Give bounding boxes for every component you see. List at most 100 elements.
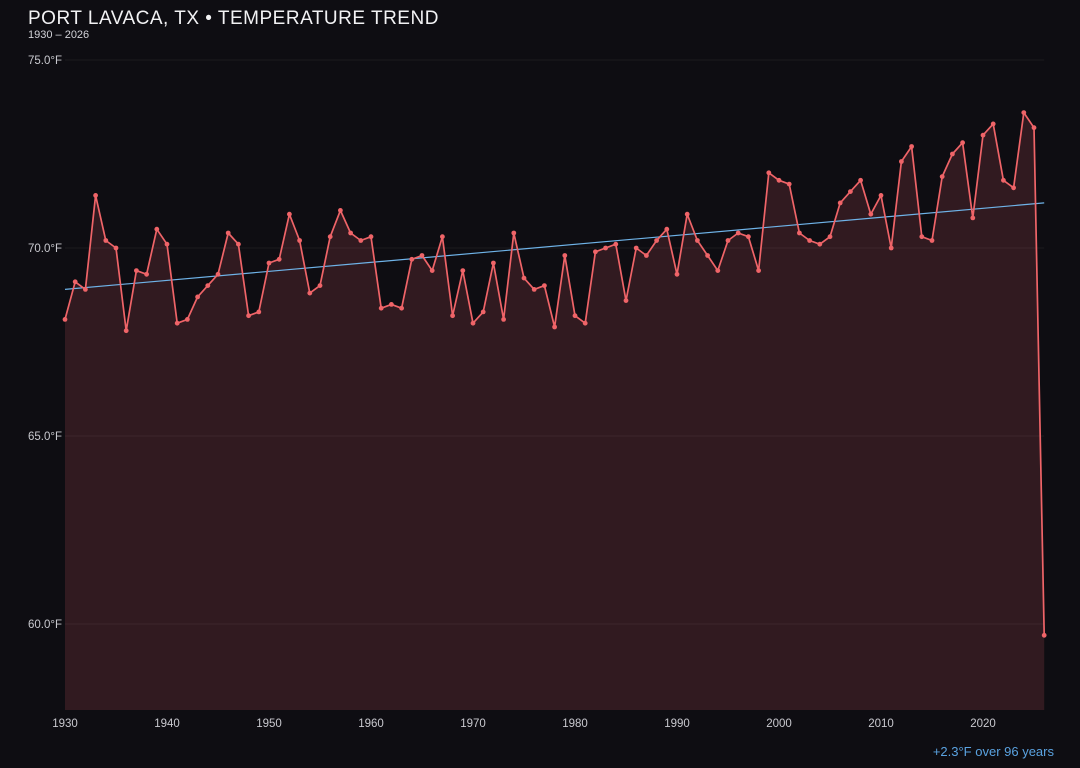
data-point xyxy=(715,268,721,273)
data-point xyxy=(450,313,455,319)
x-axis-label: 1960 xyxy=(358,718,384,730)
data-points xyxy=(62,110,1047,638)
data-point xyxy=(225,230,231,236)
data-point xyxy=(215,271,221,277)
data-point xyxy=(317,283,323,288)
data-point xyxy=(1011,185,1016,191)
data-point xyxy=(144,271,150,277)
data-point xyxy=(970,215,976,221)
data-point xyxy=(603,245,608,251)
data-point xyxy=(888,245,894,251)
data-point xyxy=(1001,177,1006,183)
data-point xyxy=(633,245,639,251)
data-point xyxy=(72,279,78,285)
data-point xyxy=(695,238,700,243)
x-axis-label: 1930 xyxy=(52,718,78,730)
temperature-area-fill xyxy=(65,112,1045,711)
x-axis-label: 1940 xyxy=(154,718,180,730)
data-point xyxy=(1031,125,1037,131)
data-point xyxy=(1041,632,1047,638)
data-point xyxy=(848,189,853,195)
data-point xyxy=(440,234,445,240)
data-point xyxy=(654,238,659,243)
data-point xyxy=(93,193,98,198)
data-point xyxy=(460,268,466,273)
data-point xyxy=(756,268,761,273)
y-gridlines xyxy=(65,59,1045,625)
data-point xyxy=(307,290,313,296)
data-point xyxy=(378,305,384,311)
data-point xyxy=(327,234,333,240)
data-point xyxy=(480,309,486,315)
data-point xyxy=(195,294,201,300)
data-point xyxy=(929,238,935,243)
data-point xyxy=(399,305,404,311)
data-point xyxy=(562,253,568,258)
data-point xyxy=(470,320,476,326)
data-point xyxy=(491,260,496,266)
data-point xyxy=(154,226,160,232)
data-point xyxy=(266,260,272,266)
data-point xyxy=(797,230,802,236)
data-point xyxy=(623,298,629,303)
data-point xyxy=(684,211,690,217)
data-point xyxy=(236,241,241,247)
data-point xyxy=(807,238,812,243)
data-point xyxy=(134,268,139,273)
data-point xyxy=(174,320,180,326)
data-point xyxy=(827,234,833,240)
trend-line xyxy=(64,202,1045,290)
data-point xyxy=(868,211,874,217)
data-point xyxy=(990,121,996,127)
data-point xyxy=(878,193,884,198)
data-point xyxy=(338,208,343,213)
data-point xyxy=(837,200,843,206)
chart-title: PORT LAVACA, TX • TEMPERATURE TREND xyxy=(28,8,439,29)
data-point xyxy=(572,313,578,319)
data-point xyxy=(725,238,731,243)
data-point xyxy=(511,230,517,236)
data-point xyxy=(297,238,302,243)
data-point xyxy=(542,283,547,288)
x-axis-label: 2010 xyxy=(868,718,894,730)
data-point xyxy=(205,283,211,288)
x-axis-label: 2020 xyxy=(970,718,996,730)
data-point xyxy=(419,253,425,258)
y-axis-label: 60.0°F xyxy=(28,619,62,631)
data-point xyxy=(735,230,741,236)
data-point xyxy=(582,320,588,326)
x-axis-label: 1980 xyxy=(562,718,588,730)
y-axis-labels: 75.0°F 70.0°F 65.0°F 60.0°F xyxy=(28,55,62,631)
data-point xyxy=(531,287,537,292)
data-point xyxy=(246,313,252,319)
data-point xyxy=(389,302,394,307)
data-point xyxy=(256,309,262,315)
x-axis-label: 1970 xyxy=(460,718,486,730)
trend-annotation: +2.3°F over 96 years xyxy=(932,744,1054,759)
data-point xyxy=(113,245,119,251)
x-axis-label: 1990 xyxy=(664,718,690,730)
data-point xyxy=(664,226,670,232)
x-axis-labels: 1930 1940 1950 1960 1970 1980 1990 2000 2010 2020 xyxy=(52,718,996,730)
data-point xyxy=(899,159,904,164)
data-point xyxy=(593,249,598,255)
data-point xyxy=(705,253,710,258)
y-axis-label: 75.0°F xyxy=(28,55,62,67)
data-point xyxy=(103,238,109,243)
data-point xyxy=(858,177,863,183)
data-point xyxy=(674,271,680,277)
data-point xyxy=(644,253,649,258)
data-point xyxy=(276,256,282,262)
data-point xyxy=(939,174,945,180)
data-point xyxy=(521,275,527,281)
data-point xyxy=(766,170,772,176)
y-axis-label: 65.0°F xyxy=(28,431,62,443)
data-point xyxy=(185,317,190,322)
data-point xyxy=(62,317,68,322)
data-point xyxy=(164,241,170,247)
data-point xyxy=(368,234,374,240)
data-point xyxy=(358,238,364,243)
data-point xyxy=(83,287,88,292)
